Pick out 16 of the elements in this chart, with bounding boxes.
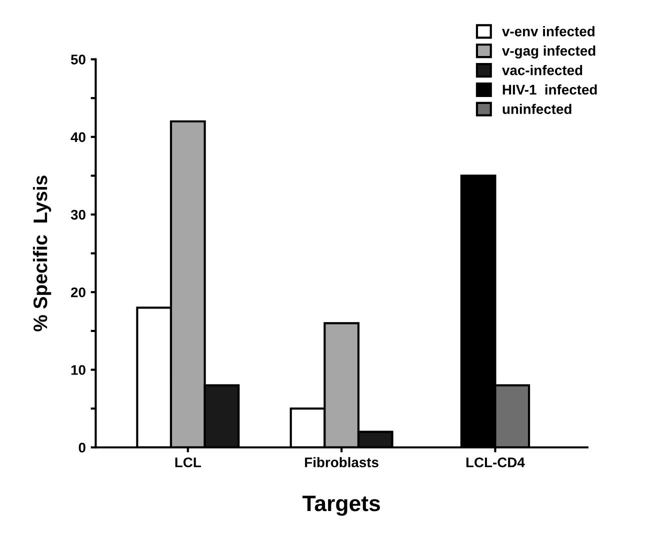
x-tick-label: LCL-CD4 (466, 457, 525, 468)
legend-label: vac-infected (502, 65, 582, 76)
y-tick-label: 20 (71, 287, 86, 298)
x-axis-title: Targets (302, 496, 380, 516)
y-tick-label: 40 (70, 132, 86, 142)
x-tick-label: LCL (175, 457, 201, 468)
legend-label: v-env infected (502, 26, 594, 36)
x-tick-label: Fibroblasts (305, 457, 378, 468)
legend-label: HIV-1 infected (502, 84, 597, 95)
y-axis-title: % Specific Lysis (32, 176, 52, 332)
y-tick-label: 10 (71, 365, 86, 375)
legend-label: v-gag infected (502, 46, 596, 59)
y-tick-label: 0 (78, 442, 86, 453)
y-tick-label: 30 (70, 210, 86, 220)
y-tick-label: 50 (70, 54, 86, 64)
legend-label: uninfected (502, 104, 572, 114)
